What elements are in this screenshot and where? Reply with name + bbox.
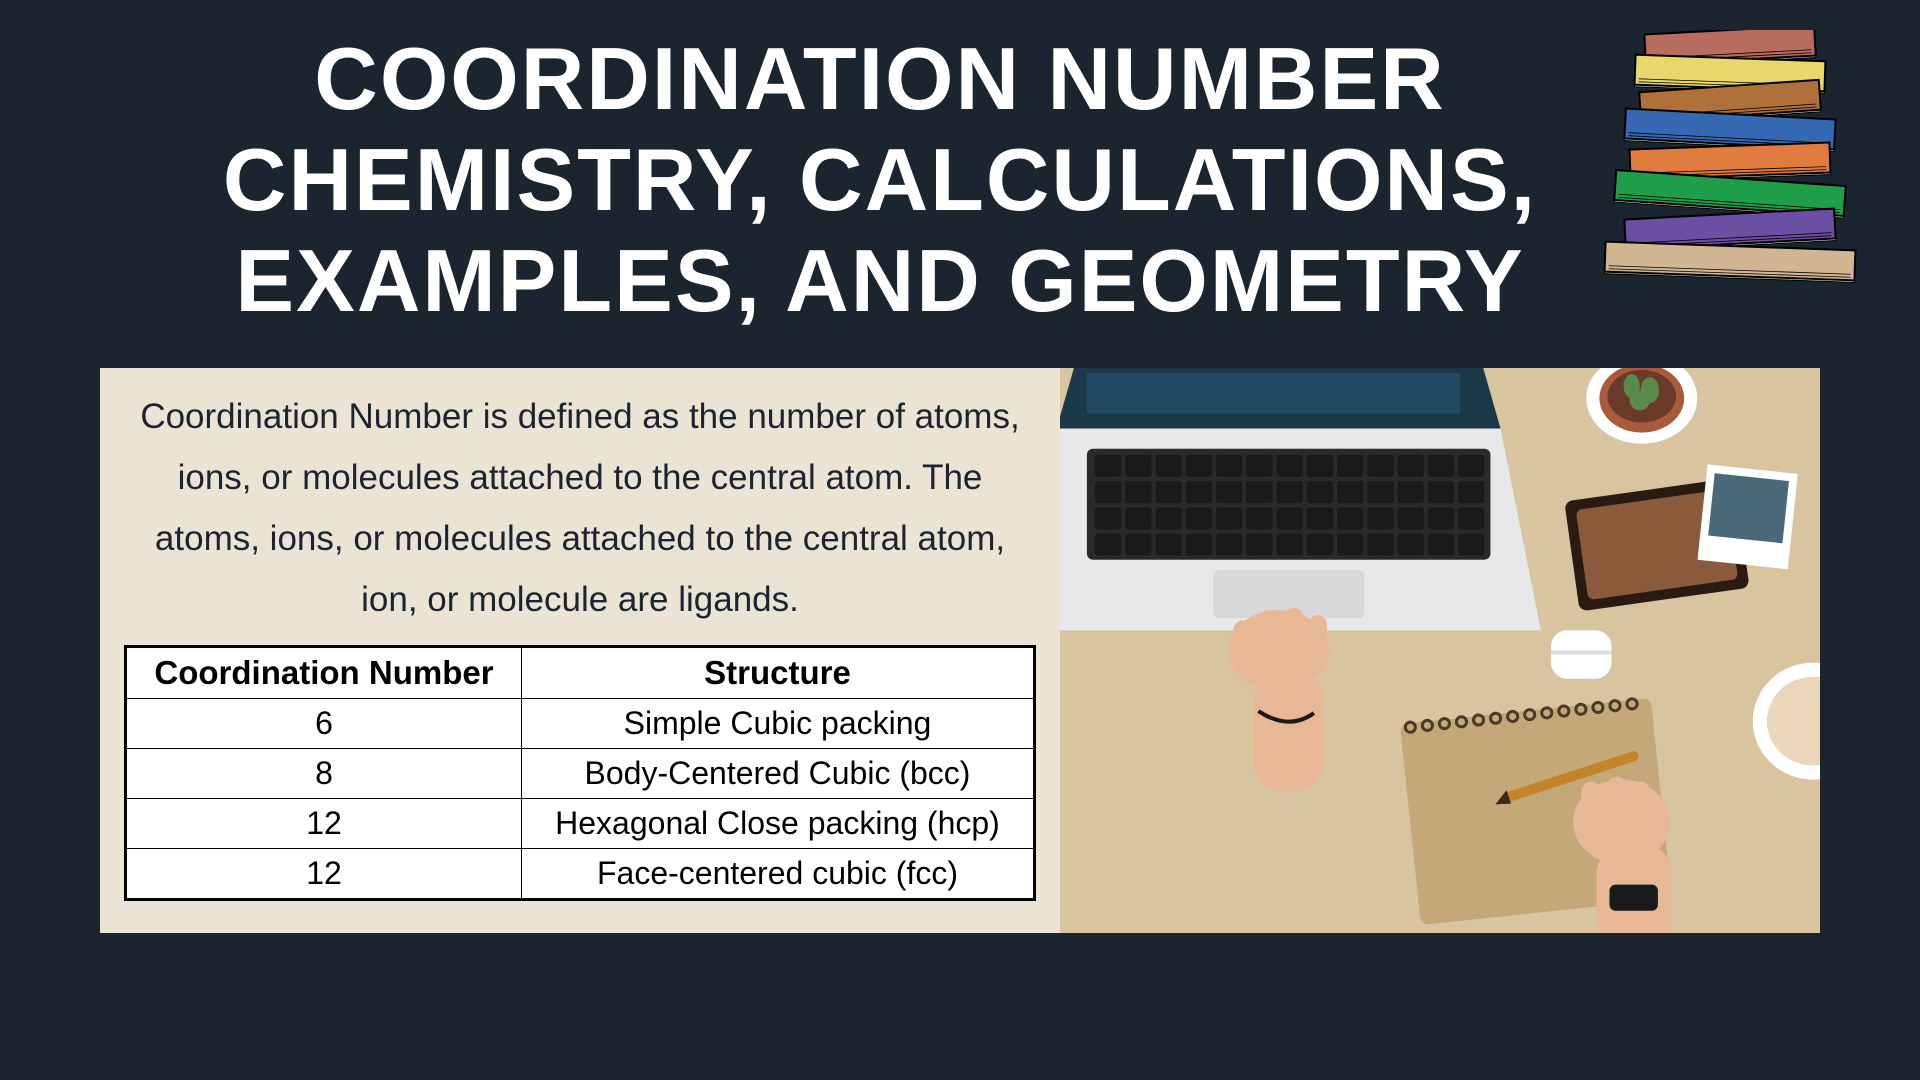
table-row: 8Body-Centered Cubic (bcc)	[127, 748, 1034, 798]
table-cell: Face-centered cubic (fcc)	[521, 848, 1033, 898]
definition-text: Coordination Number is defined as the nu…	[124, 386, 1036, 645]
table-cell: 8	[127, 748, 522, 798]
table-row: 6Simple Cubic packing	[127, 698, 1034, 748]
laptop-icon	[1060, 368, 1541, 630]
desk-photo	[1060, 368, 1820, 933]
table-row: 12Face-centered cubic (fcc)	[127, 848, 1034, 898]
table-header-row: Coordination Number Structure	[127, 647, 1034, 698]
coordination-table: Coordination Number Structure 6Simple Cu…	[124, 645, 1036, 901]
content-row: Coordination Number is defined as the nu…	[100, 368, 1820, 933]
table-cell: Simple Cubic packing	[521, 698, 1033, 748]
airpods-icon	[1551, 630, 1612, 678]
table-cell: 12	[127, 798, 522, 848]
table-cell: Hexagonal Close packing (hcp)	[521, 798, 1033, 848]
table-cell: Body-Centered Cubic (bcc)	[521, 748, 1033, 798]
col-header-structure: Structure	[521, 647, 1033, 698]
left-panel: Coordination Number is defined as the nu…	[100, 368, 1060, 933]
table-row: 12Hexagonal Close packing (hcp)	[127, 798, 1034, 848]
table-cell: 12	[127, 848, 522, 898]
table-cell: 6	[127, 698, 522, 748]
col-header-number: Coordination Number	[127, 647, 522, 698]
books-illustration	[1590, 30, 1870, 370]
